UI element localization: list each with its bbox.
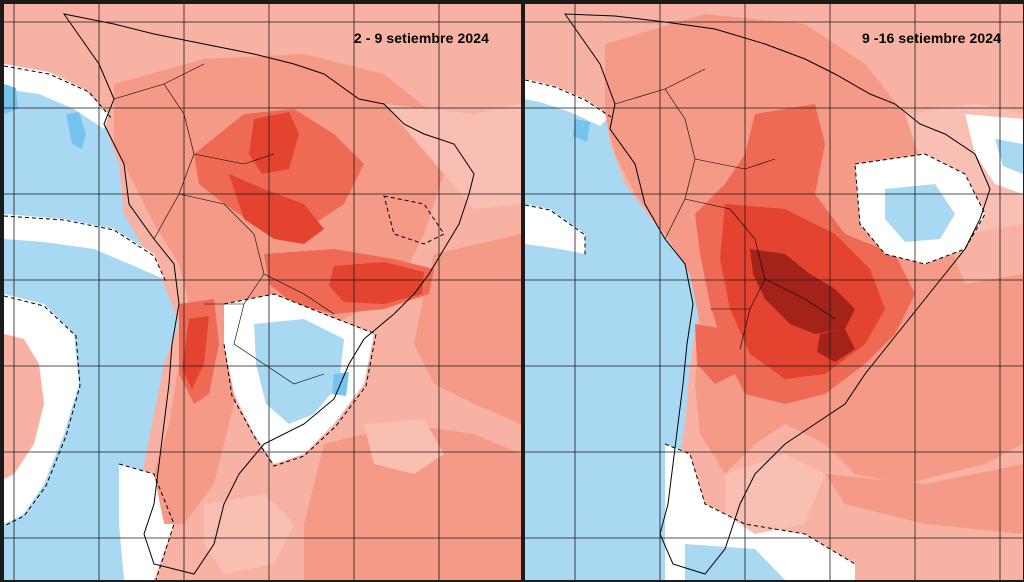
continent-very-strong-zone <box>249 112 299 174</box>
zero-contour <box>4 65 445 580</box>
pacific-neutral-band <box>525 79 610 126</box>
pacific-cool-zone <box>525 84 700 580</box>
pacific-cold-spot <box>66 112 86 149</box>
coastline <box>62 13 475 575</box>
lat-lon-grid <box>4 4 521 580</box>
continent-extreme-zone <box>750 249 855 334</box>
lat-lon-grid <box>525 4 1023 580</box>
south-atlantic-moderate-zone <box>304 424 521 580</box>
map-panel-week-2: 9 -16 setiembre 2024 <box>525 4 1023 580</box>
panel-title-week-2: 9 -16 setiembre 2024 <box>862 30 1001 46</box>
rio-plata-cool-zone <box>254 319 344 424</box>
continent-very-strong-zone <box>329 262 424 304</box>
atlantic-moderate-zone <box>414 234 521 424</box>
andes-strong-zone <box>695 324 735 384</box>
northeast-cool-zone <box>885 184 955 242</box>
continent-very-strong-zone <box>229 174 324 244</box>
pacific-neutral-band <box>4 64 109 129</box>
weak-anomaly-patch <box>204 494 294 574</box>
anomaly-map-week-1 <box>4 4 521 580</box>
weak-anomaly-patch <box>725 454 825 534</box>
andes-very-strong-zone <box>182 316 209 389</box>
panel-title-week-1: 2 - 9 setiembre 2024 <box>353 30 489 46</box>
anomaly-map-week-2 <box>525 4 1023 580</box>
weak-anomaly-patch <box>384 104 521 209</box>
pacific-neutral-band <box>4 214 164 279</box>
northeast-cool-spot <box>995 139 1023 174</box>
pacific-cool-patch <box>685 544 785 580</box>
northeast-neutral-zone <box>965 114 1023 194</box>
country-borders <box>113 63 335 385</box>
pacific-neutral-band <box>525 204 585 254</box>
coastline <box>564 13 991 575</box>
pacific-cold-spot <box>573 119 590 142</box>
continent-extreme-zone <box>817 329 855 362</box>
south-atlantic-moderate-zone <box>825 464 1023 534</box>
map-panel-week-1: 2 - 9 setiembre 2024 <box>4 4 521 580</box>
continent-strong-zone <box>194 109 364 234</box>
weak-anomaly-patch <box>364 419 444 474</box>
pacific-cold-spot <box>4 84 18 114</box>
